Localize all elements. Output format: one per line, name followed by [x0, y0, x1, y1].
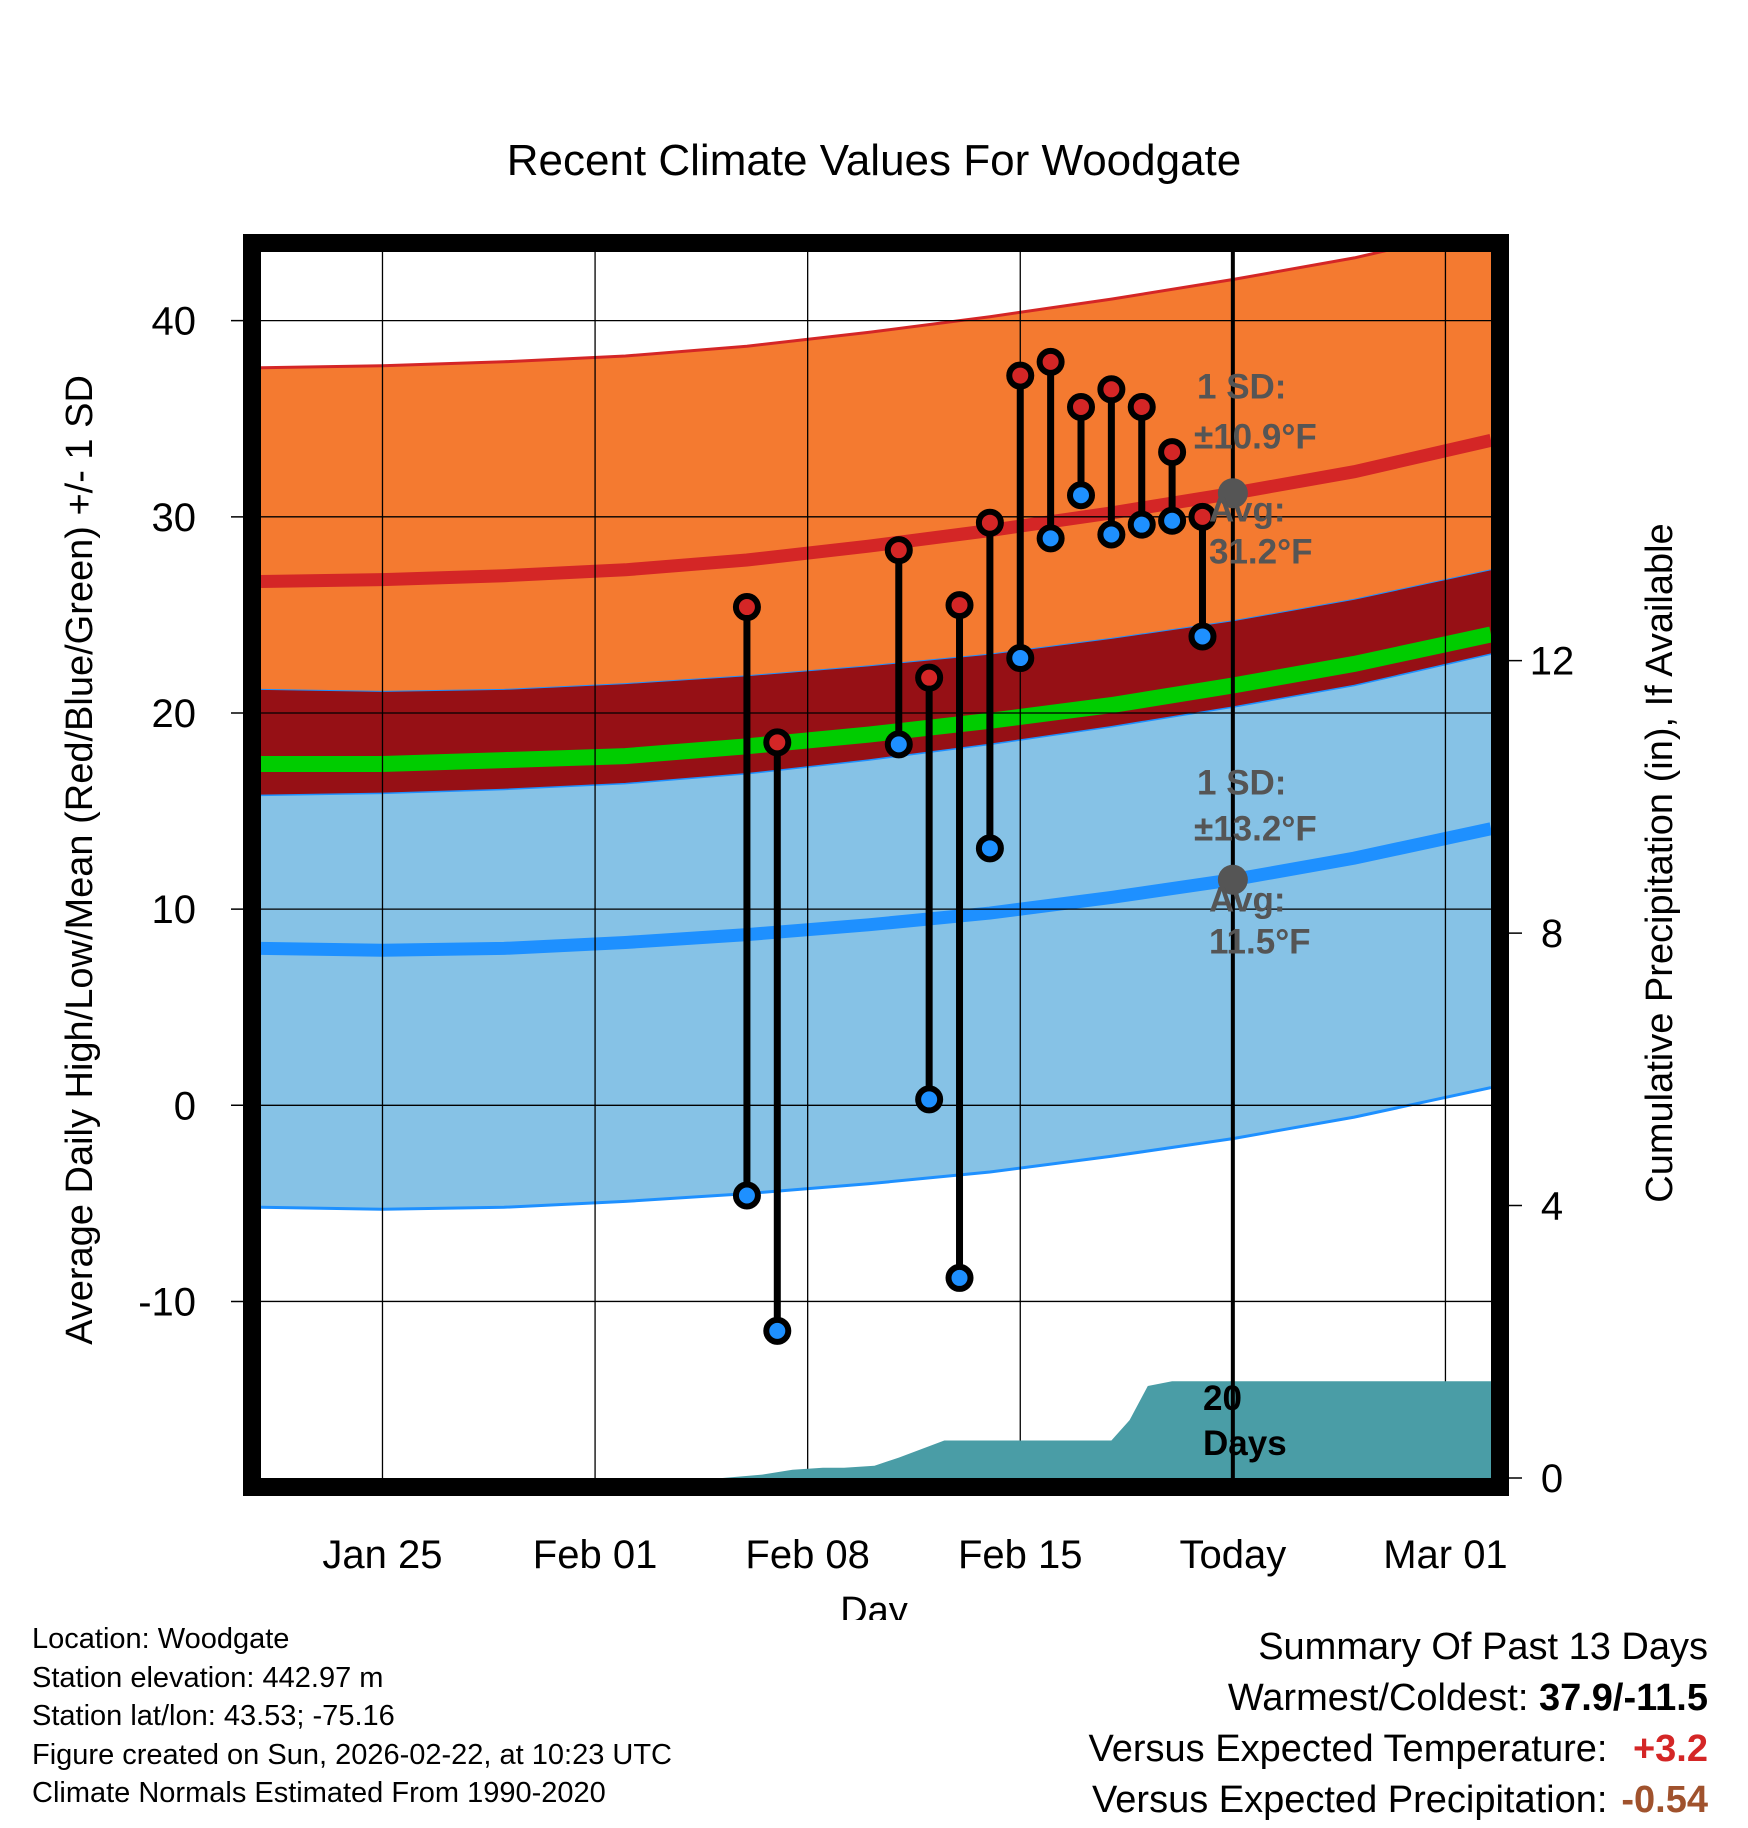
chart-title: Recent Climate Values For Woodgate — [507, 136, 1242, 185]
obs-high-point — [763, 728, 792, 757]
obs-high-point — [884, 536, 913, 565]
y-tick-label: 30 — [152, 496, 197, 540]
climate-chart: Recent Climate Values For Woodgate -10 0 1… — [59, 136, 1681, 1620]
obs-high-point — [1127, 392, 1156, 421]
x-tick-label: Feb 01 — [533, 1533, 658, 1577]
temp-label: Versus Expected Temperature: — [1088, 1728, 1608, 1770]
obs-low-point — [763, 1316, 792, 1345]
obs-low-point — [945, 1263, 974, 1292]
y-tick-label: 10 — [152, 888, 197, 932]
summary-precip-row: Versus Expected Precipitation: -0.54 — [1089, 1775, 1708, 1826]
y-tick-label: 20 — [152, 692, 197, 736]
x-axis-label: Day — [840, 1590, 908, 1620]
grid-lines — [261, 252, 1491, 1478]
high-sd-value: ±10.9°F — [1194, 417, 1317, 456]
high-avg-value: 31.2°F — [1209, 532, 1313, 571]
obs-high-point — [1158, 438, 1187, 467]
warmest-label: Warmest/Coldest: — [1227, 1677, 1529, 1719]
obs-low-point — [884, 730, 913, 759]
low-avg-line — [261, 822, 1491, 957]
observations-group — [732, 347, 1217, 1345]
obs-high-point — [1006, 361, 1035, 390]
y2-tick-label: 8 — [1541, 912, 1563, 956]
days-count: 20 — [1203, 1379, 1242, 1418]
low-avg-label: Avg: — [1209, 881, 1285, 920]
x-tick-label: Feb 15 — [958, 1533, 1083, 1577]
mean-avg-line — [261, 626, 1491, 772]
precip-area-group — [722, 1381, 1491, 1478]
high-avg-label: Avg: — [1209, 490, 1285, 529]
obs-low-point — [1127, 510, 1156, 539]
precip-area — [722, 1381, 1491, 1478]
obs-high-point — [915, 663, 944, 692]
low-lower-sd-line — [261, 1086, 1491, 1211]
obs-high-point — [1188, 502, 1217, 531]
low-avg-value: 11.5°F — [1209, 923, 1311, 962]
high-avg-line — [261, 433, 1491, 588]
precip-value: -0.54 — [1621, 1779, 1708, 1821]
obs-low-point — [1006, 644, 1035, 673]
axes-group: -10 0 10 20 30 40 0 4 8 12 Jan 25 Feb 01 Feb 08 Feb 1… — [59, 270, 1681, 1620]
summary-heading: Summary Of Past 13 Days — [1258, 1626, 1708, 1668]
location-text: Location: Woodgate — [32, 1623, 290, 1655]
x-tick-label: Feb 08 — [745, 1533, 870, 1577]
obs-high-point — [732, 593, 761, 622]
y-tick-label: -10 — [138, 1280, 196, 1324]
summary-panel: Summary Of Past 13 Days Warmest/Coldest:… — [1089, 1622, 1708, 1826]
plot-frame — [243, 234, 1509, 1496]
y-tick-label: 0 — [174, 1084, 196, 1128]
warmest-value: 37.9/-11.5 — [1538, 1677, 1708, 1719]
y-tick-label: 40 — [152, 300, 197, 344]
obs-low-point — [1097, 520, 1126, 549]
plot-frame-group — [243, 234, 1509, 1496]
x-tick-label: Jan 25 — [322, 1533, 442, 1577]
y2-tick-label: 4 — [1541, 1185, 1563, 1229]
obs-high-point — [945, 591, 974, 620]
y2-tick-label: 12 — [1530, 640, 1575, 684]
y2-tick-label: 0 — [1541, 1457, 1563, 1501]
normals-bands — [261, 252, 1491, 1211]
normals-text: Climate Normals Estimated From 1990-2020 — [32, 1777, 606, 1809]
temp-value: +3.2 — [1632, 1728, 1708, 1770]
y2-axis-label: Cumulative Precipitation (in), If Availa… — [1639, 523, 1681, 1202]
high-upper-sd-line — [261, 252, 1387, 370]
low-sd-value: ±13.2°F — [1194, 810, 1317, 849]
low-upper-sd-line — [261, 569, 1491, 692]
y-axis-label: Average Daily High/Low/Mean (Red/Blue/Gr… — [59, 375, 101, 1345]
today-high-avg-marker — [1217, 478, 1248, 509]
obs-high-point — [1067, 392, 1095, 421]
obs-high-point — [1097, 375, 1126, 404]
created-text: Figure created on Sun, 2026-02-22, at 10… — [32, 1738, 672, 1771]
station-info: Location: Woodgate Station elevation: 44… — [32, 1620, 672, 1813]
obs-low-point — [915, 1085, 944, 1114]
high-lower-sd-line — [261, 653, 1491, 797]
days-label: Days — [1203, 1424, 1287, 1463]
precip-label: Versus Expected Precipitation: — [1092, 1779, 1608, 1821]
high-sd-label: 1 SD: — [1197, 367, 1286, 406]
obs-low-point — [1188, 622, 1217, 651]
obs-low-point — [732, 1181, 761, 1210]
obs-low-point — [1036, 524, 1065, 553]
overlap-band — [261, 569, 1491, 796]
obs-high-point — [975, 508, 1004, 537]
obs-low-point — [1158, 506, 1187, 535]
summary-temp-row: Versus Expected Temperature: +3.2 — [1089, 1724, 1708, 1775]
low-sd-label: 1 SD: — [1197, 764, 1286, 803]
latlon-text: Station lat/lon: 43.53; -75.16 — [32, 1700, 395, 1732]
obs-high-point — [1036, 347, 1065, 376]
obs-low-point — [975, 834, 1004, 863]
obs-low-point — [1067, 481, 1095, 510]
elevation-text: Station elevation: 442.97 m — [32, 1661, 384, 1694]
x-tick-label: Mar 01 — [1383, 1533, 1508, 1577]
x-tick-label: Today — [1179, 1533, 1286, 1577]
today-low-avg-marker — [1217, 864, 1248, 895]
summary-warmest-row: Warmest/Coldest: 37.9/-11.5 — [1089, 1673, 1708, 1724]
